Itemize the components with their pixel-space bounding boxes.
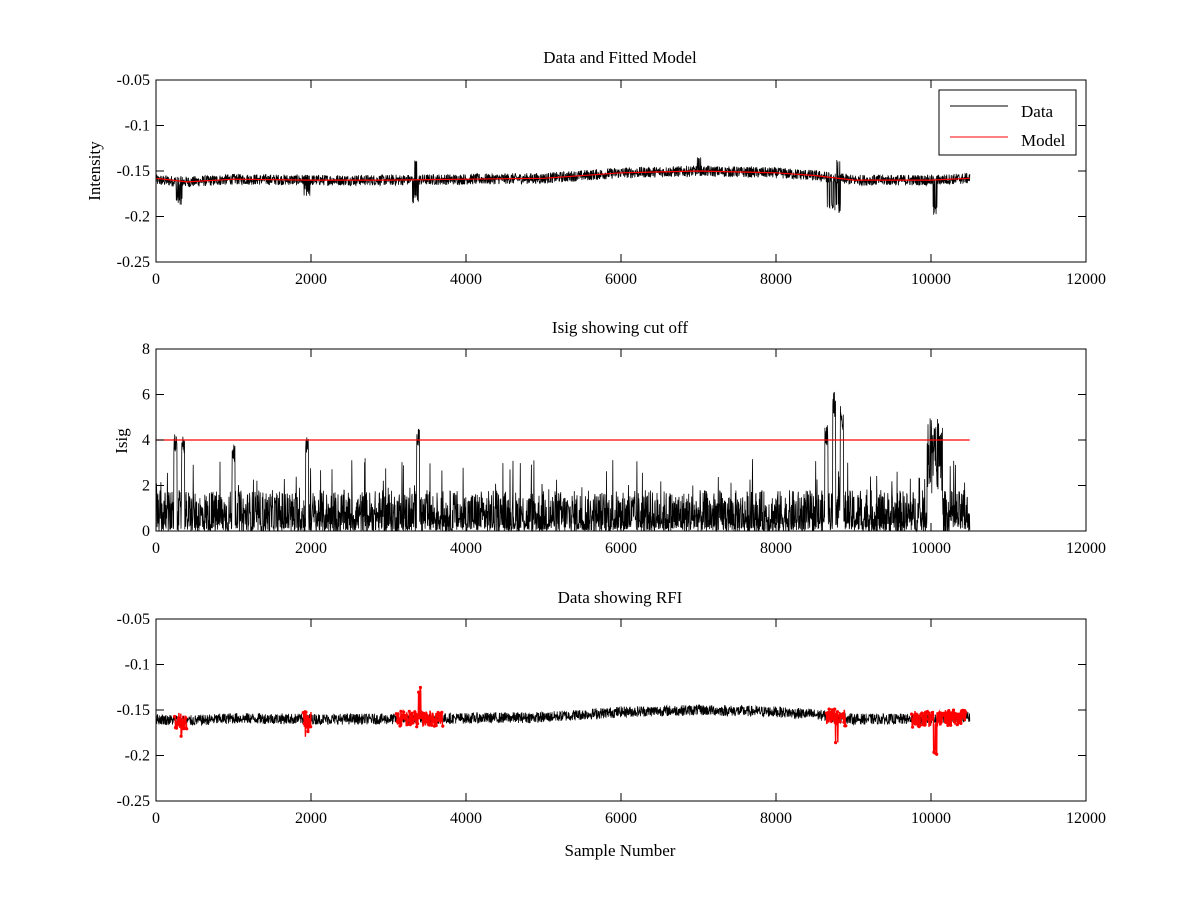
x-tick-label: 8000 (760, 271, 792, 288)
x-tick-label: 2000 (295, 271, 327, 288)
x-tick-label: 8000 (760, 810, 792, 827)
rfi-segment (301, 710, 313, 737)
plot-area (155, 685, 971, 756)
rfi-segment (173, 712, 189, 738)
y-tick-label: 6 (142, 387, 150, 404)
x-tick-label: 4000 (450, 271, 482, 288)
y-tick-label: -0.1 (125, 118, 150, 135)
x-tick-label: 10000 (911, 540, 951, 557)
y-tick-label: -0.05 (117, 72, 150, 89)
legend-label-data: Data (1021, 102, 1054, 121)
rfi-segment (910, 708, 968, 756)
x-tick-label: 12000 (1066, 540, 1106, 557)
rfi-line (302, 711, 312, 737)
y-axis-label: Isig (112, 428, 131, 454)
x-tick-label: 2000 (295, 810, 327, 827)
x-tick-label: 6000 (605, 540, 637, 557)
y-tick-label: -0.1 (125, 657, 150, 674)
x-tick-label: 8000 (760, 540, 792, 557)
y-tick-label: -0.15 (117, 163, 150, 180)
panel-data-fitted-model: Data and Fitted Model Intensity 0 2000 400… (85, 48, 1106, 288)
y-tick-label: -0.2 (125, 748, 150, 765)
y-tick-label: 2 (142, 478, 150, 495)
rfi-segment (824, 707, 848, 745)
rfi-segment (394, 685, 445, 729)
y-tick-label: -0.05 (117, 611, 150, 628)
y-tick-label: 0 (142, 523, 150, 540)
x-tick-label: 4000 (450, 810, 482, 827)
y-tick-label: -0.2 (125, 209, 150, 226)
legend-box (938, 89, 1077, 156)
rfi-line (173, 712, 188, 737)
panel-data-rfi: Data showing RFI 0 2000 4000 6000 8000 10000 1… (117, 588, 1106, 860)
y-tick-label: 4 (142, 432, 150, 449)
x-tick-label: 4000 (450, 540, 482, 557)
y-tick-label: -0.25 (117, 254, 150, 271)
x-tick-label: 0 (152, 540, 160, 557)
plot-area (155, 391, 971, 533)
y-axis-label: Intensity (85, 141, 104, 201)
x-tick-label: 10000 (911, 810, 951, 827)
x-axis-label: Sample Number (565, 841, 676, 860)
panel-isig-cutoff: Isig showing cut off Isig 0 2000 4000 6000 8… (112, 318, 1106, 557)
legend: Data Model (938, 89, 1077, 156)
x-tick-label: 2000 (295, 540, 327, 557)
axis-ticks: 0 2000 4000 6000 8000 10000 12000 0 2 4 6 8 (142, 341, 1106, 557)
x-tick-label: 6000 (605, 271, 637, 288)
rfi-line (825, 708, 847, 743)
panel-title: Data and Fitted Model (543, 48, 697, 67)
x-tick-label: 0 (152, 271, 160, 288)
x-tick-label: 12000 (1066, 810, 1106, 827)
rfi-line (910, 709, 967, 755)
rfi-line (395, 687, 444, 727)
axis-ticks: 0 2000 4000 6000 8000 10000 12000 -0.05 -0.1 -0.1… (117, 611, 1106, 827)
y-tick-label: -0.15 (117, 702, 150, 719)
legend-label-model: Model (1021, 131, 1066, 150)
x-tick-label: 6000 (605, 810, 637, 827)
panel-title: Data showing RFI (558, 588, 683, 607)
series-model-line (155, 170, 970, 183)
panel-title: Isig showing cut off (552, 318, 688, 337)
axis-ticks: 0 2000 4000 6000 8000 10000 12000 -0.05 -0.1 -0.1… (117, 72, 1106, 288)
x-tick-label: 12000 (1066, 271, 1106, 288)
x-tick-label: 10000 (911, 271, 951, 288)
plot-area (155, 157, 971, 215)
y-tick-label: -0.25 (117, 793, 150, 810)
y-tick-label: 8 (142, 341, 150, 358)
series-isig-line (155, 391, 971, 533)
x-tick-label: 0 (152, 810, 160, 827)
